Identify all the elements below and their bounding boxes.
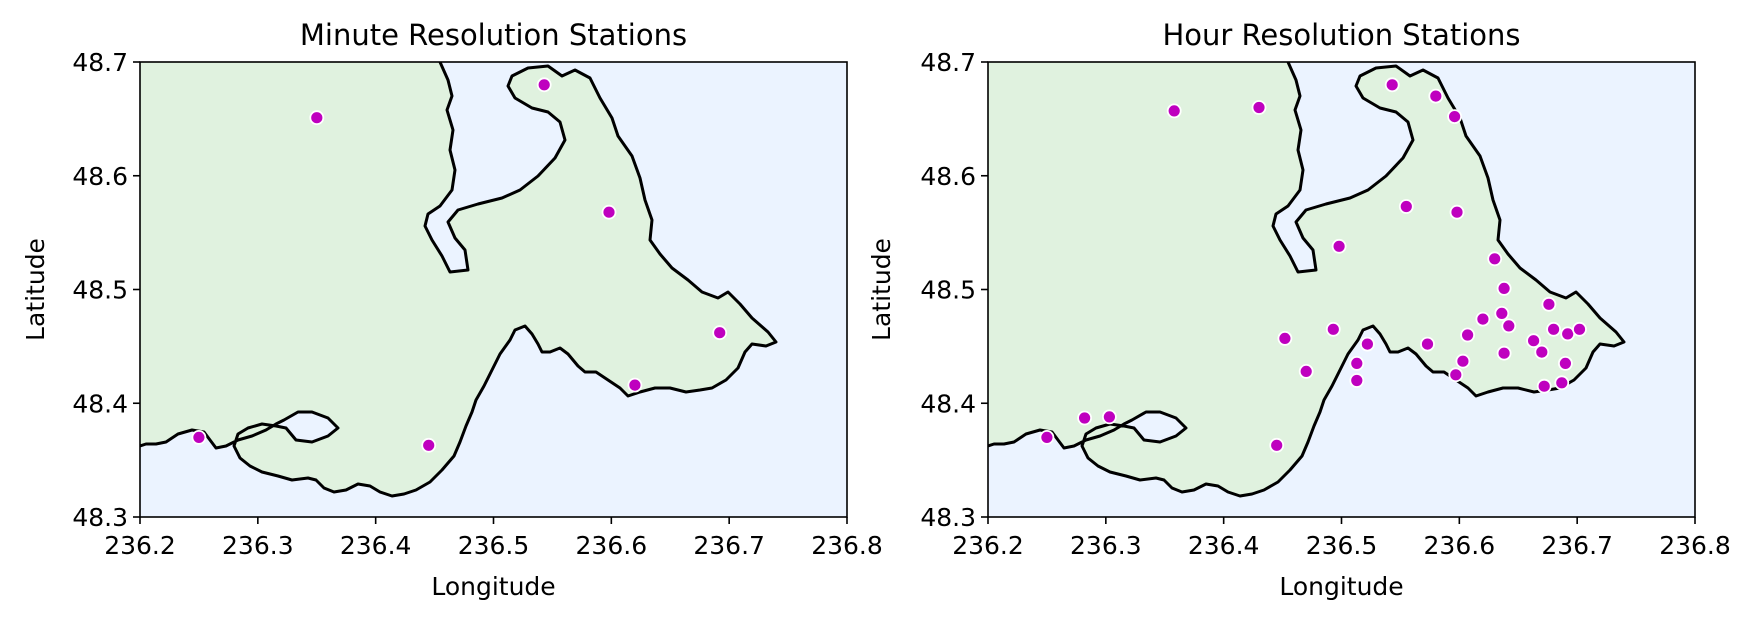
y-tick-label: 48.7 (920, 48, 976, 77)
station-point (712, 325, 728, 341)
station-point (1349, 373, 1365, 388)
station-point (1398, 199, 1414, 214)
station-point (1102, 409, 1117, 425)
station-point (1460, 327, 1475, 343)
station-point (627, 377, 643, 393)
x-axis-label: Longitude (1279, 572, 1403, 601)
x-tick-label: 236.3 (222, 531, 294, 560)
station-point (1428, 88, 1444, 104)
station-point (1554, 375, 1570, 391)
y-axis-ticks: 48.3 48.4 48.5 48.6 48.7 (920, 48, 988, 532)
station-point (1360, 336, 1375, 352)
x-axis-ticks: 236.2 236.3 236.4 236.5 236.6 236.7 236.8 (104, 517, 883, 560)
station-point (1277, 330, 1293, 346)
x-tick-label: 236.8 (1659, 531, 1731, 560)
x-tick-label: 236.6 (576, 531, 648, 560)
station-point (1546, 321, 1561, 337)
y-tick-label: 48.3 (72, 503, 128, 532)
station-point (1077, 410, 1092, 426)
station-point (536, 77, 552, 93)
station-point (1166, 103, 1182, 119)
x-tick-label: 236.2 (104, 531, 176, 560)
y-axis-ticks: 48.3 48.4 48.5 48.6 48.7 (72, 48, 140, 532)
chart-panel-minute: 236.2 236.3 236.4 236.5 236.6 236.7 236.8 48.3… (21, 18, 883, 601)
station-point (1501, 318, 1517, 334)
y-tick-label: 48.3 (920, 503, 976, 532)
x-tick-label: 236.2 (952, 531, 1024, 560)
chart-title: Hour Resolution Stations (1162, 18, 1520, 52)
station-point (601, 204, 617, 220)
station-point (1298, 363, 1314, 379)
station-point (1534, 344, 1550, 360)
station-point (1449, 204, 1465, 220)
station-point (1384, 77, 1400, 93)
station-point (1572, 321, 1587, 337)
station-point (1536, 378, 1552, 394)
station-point (421, 437, 437, 453)
station-point (1558, 355, 1573, 371)
chart-title: Minute Resolution Stations (300, 18, 687, 52)
station-point (191, 429, 207, 445)
station-markers (191, 77, 728, 453)
station-point (1494, 305, 1510, 321)
station-point (1039, 429, 1055, 445)
y-axis-label: Latitude (867, 238, 896, 341)
x-axis-ticks: 236.2 236.3 236.4 236.5 236.6 236.7 236.8 (952, 517, 1731, 560)
station-point (1541, 296, 1557, 312)
station-point (1269, 437, 1285, 453)
station-markers (1039, 77, 1587, 453)
station-point (1455, 353, 1471, 369)
y-tick-label: 48.7 (72, 48, 128, 77)
station-point (1496, 280, 1512, 296)
station-point (1448, 367, 1464, 383)
x-tick-label: 236.4 (340, 531, 412, 560)
station-point (309, 110, 325, 126)
y-tick-label: 48.4 (920, 389, 976, 418)
y-tick-label: 48.6 (72, 162, 128, 191)
station-point (1331, 238, 1347, 254)
x-tick-label: 236.6 (1424, 531, 1496, 560)
station-point (1349, 355, 1365, 371)
x-tick-label: 236.8 (811, 531, 883, 560)
station-point (1325, 321, 1341, 337)
x-tick-label: 236.4 (1188, 531, 1260, 560)
x-tick-label: 236.7 (1541, 531, 1613, 560)
x-tick-label: 236.5 (458, 531, 530, 560)
land-mass (988, 62, 1624, 496)
station-point (1447, 109, 1462, 124)
x-axis-label: Longitude (431, 572, 555, 601)
land-mass (140, 62, 776, 496)
station-point (1420, 336, 1435, 352)
y-tick-label: 48.4 (72, 389, 128, 418)
station-point (1526, 333, 1541, 349)
chart-panel-hour: 236.2 236.3 236.4 236.5 236.6 236.7 236.8 48.3… (867, 18, 1731, 601)
y-tick-label: 48.5 (72, 276, 128, 305)
station-point (1496, 345, 1512, 361)
y-tick-label: 48.6 (920, 162, 976, 191)
x-tick-label: 236.7 (693, 531, 765, 560)
coastline (140, 62, 778, 498)
coastline (988, 62, 1626, 498)
y-tick-label: 48.5 (920, 276, 976, 305)
station-point (1251, 100, 1267, 115)
x-tick-label: 236.5 (1306, 531, 1378, 560)
station-point (1487, 251, 1503, 267)
station-point (1475, 311, 1491, 327)
x-tick-label: 236.3 (1070, 531, 1142, 560)
y-axis-label: Latitude (21, 238, 50, 341)
